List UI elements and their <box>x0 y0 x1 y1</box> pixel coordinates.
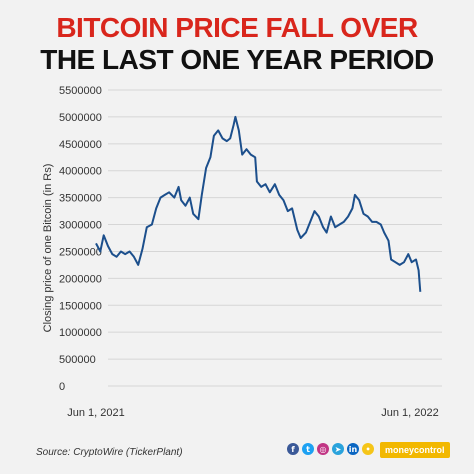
y-tick-label: 1000000 <box>59 327 102 339</box>
y-tick-label: 3500000 <box>59 193 102 205</box>
y-tick-label: 3000000 <box>59 220 102 232</box>
social-icons: f t ◎ ➤ in • <box>287 443 374 455</box>
twitter-icon[interactable]: t <box>302 443 314 455</box>
y-tick-label: 4000000 <box>59 166 102 178</box>
price-series-line <box>95 115 422 292</box>
x-tick-label: Jun 1, 2021 <box>67 407 125 419</box>
koo-icon[interactable]: • <box>362 443 374 455</box>
y-tick-label: 4500000 <box>59 139 102 151</box>
y-tick-label: 5000000 <box>59 112 102 124</box>
telegram-icon[interactable]: ➤ <box>332 443 344 455</box>
y-tick-label: 5500000 <box>59 85 102 97</box>
facebook-icon[interactable]: f <box>287 443 299 455</box>
y-axis-tick-labels: 0 500000 1000000 1500000 2000000 2500000 30000… <box>59 85 102 393</box>
moneycontrol-logo[interactable]: moneycontrol <box>380 442 450 458</box>
x-axis-tick-labels: Jun 1, 2021 Jun 1, 2022 <box>67 407 439 419</box>
source-note: Source: CryptoWire (TickerPlant) <box>36 447 183 458</box>
linkedin-icon[interactable]: in <box>347 443 359 455</box>
y-tick-label: 1500000 <box>59 300 102 312</box>
bitcoin-price-line-chart: 0 500000 1000000 1500000 2000000 2500000 30000… <box>42 85 442 419</box>
horizontal-gridlines <box>108 89 442 387</box>
footer: Source: CryptoWire (TickerPlant) f t ◎ ➤… <box>0 435 474 474</box>
chart-title-line-1: BITCOIN PRICE FALL OVER <box>56 12 418 43</box>
x-tick-label: Jun 1, 2022 <box>381 407 439 419</box>
instagram-icon[interactable]: ◎ <box>317 443 329 455</box>
y-tick-label: 2500000 <box>59 246 102 258</box>
y-tick-label: 0 <box>59 381 65 393</box>
chart-title-line-2: THE LAST ONE YEAR PERIOD <box>40 44 434 75</box>
y-tick-label: 500000 <box>59 354 96 366</box>
y-axis-label: Closing price of one Bitcoin (in Rs) <box>42 164 54 333</box>
y-tick-label: 2000000 <box>59 273 102 285</box>
